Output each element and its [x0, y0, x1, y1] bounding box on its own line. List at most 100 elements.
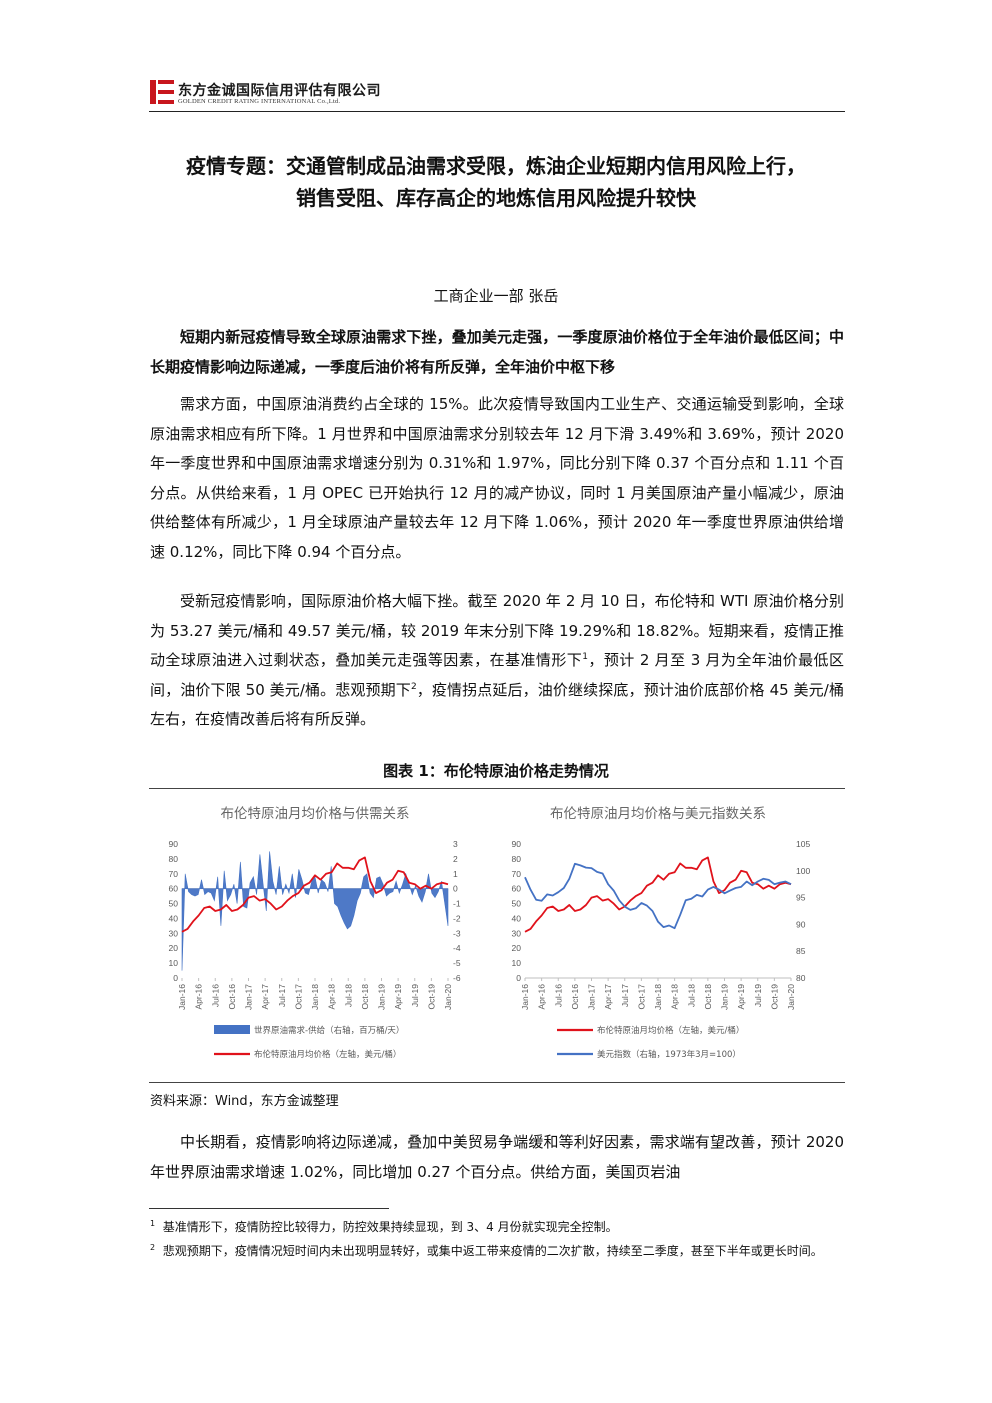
- y-left-tick: 60: [512, 884, 522, 894]
- y-right-tick: -4: [453, 943, 461, 953]
- legend-swatch-area: [214, 1025, 250, 1034]
- title-line-2: 销售受阻、库存高企的地炼信用风险提升较快: [296, 186, 696, 210]
- footnote-2-text: 悲观预期下，疫情情况短时间内未出现明显转好，或集中返工带来疫情的二次扩散，持续至…: [162, 1244, 823, 1258]
- y-right-tick: 95: [796, 893, 806, 903]
- y-right-tick: -3: [453, 928, 461, 938]
- y-right-tick: 85: [796, 946, 806, 956]
- y-left-tick: 70: [169, 869, 179, 879]
- legend-label: 美元指数（右轴，1973年3月=100）: [597, 1049, 741, 1060]
- footnote-rule: [149, 1208, 389, 1209]
- x-tick-label: Jan-18: [310, 984, 320, 1010]
- x-tick-label: Jul-19: [753, 984, 763, 1007]
- x-tick-label: Apr-19: [736, 984, 746, 1010]
- y-right-tick: 80: [796, 973, 806, 983]
- chart-dollar-index-svg: 布伦特原油月均价格与美元指数关系 0 10 20 30 40 50 60 70 80 90 80 85 9…: [512, 806, 811, 1060]
- y-right-tick: 90: [796, 919, 806, 929]
- x-tick-label: Oct-19: [426, 984, 436, 1010]
- y-right-tick: -2: [453, 913, 461, 923]
- legend-label: 布伦特原油月均价格（左轴，美元/桶）: [597, 1025, 744, 1036]
- y-left-tick: 30: [169, 928, 179, 938]
- y-left-tick: 80: [169, 854, 179, 864]
- body-paragraph-outlook: 中长期看，疫情影响将边际递减，叠加中美贸易争端缓和等利好因素，需求端有望改善，预…: [150, 1133, 844, 1181]
- y-left-tick: 0: [516, 973, 521, 983]
- y-left-tick: 30: [512, 928, 522, 938]
- y-right-tick: -1: [453, 899, 461, 909]
- price-text-c: ，疫情拐点延后，油价继续探底，预计油价底部价格 45 美元/桶左右，在疫情改善后…: [150, 680, 844, 729]
- x-tick-label: Oct-16: [227, 984, 237, 1010]
- y-left-tick: 0: [173, 973, 178, 983]
- y-right-tick: 2: [453, 854, 458, 864]
- y-left-tick: 70: [512, 869, 522, 879]
- figure-bottom-rule: [149, 1082, 845, 1083]
- y-left-tick: 90: [512, 839, 522, 849]
- y-left-tick: 60: [169, 884, 179, 894]
- x-tick-label: Jan-17: [587, 984, 597, 1010]
- figure-source: 资料来源：Wind，东方金诚整理: [150, 1094, 339, 1109]
- y-right-tick: 105: [796, 839, 810, 849]
- body-paragraph-price: 受新冠疫情影响，国际原油价格大幅下挫。截至 2020 年 2 月 10 日，布伦…: [150, 587, 844, 735]
- y-left-tick: 50: [169, 899, 179, 909]
- x-tick-label: Apr-17: [260, 984, 270, 1010]
- series-area-supply-demand: [181, 851, 449, 971]
- chart-dollar-index: 布伦特原油月均价格与美元指数关系 0 10 20 30 40 50 60 70 80 90 80 85 9…: [495, 792, 835, 1078]
- y-left-tick: 10: [169, 958, 179, 968]
- x-tick-label: Jan-20: [443, 984, 453, 1010]
- x-tick-label: Jul-17: [277, 984, 287, 1007]
- x-tick-label: Apr-16: [537, 984, 547, 1010]
- author-line: 工商企业一部 张岳: [433, 287, 559, 305]
- footnote-2: 2 悲观预期下，疫情情况短时间内未出现明显转好，或集中返工带来疫情的二次扩散，持…: [150, 1240, 840, 1262]
- x-tick-label: Oct-19: [769, 984, 779, 1010]
- series-line-dollar-index: [524, 862, 792, 930]
- document-title: 疫情专题：交通管制成品油需求受限，炼油企业短期内信用风险上行， 销售受阻、库存高…: [120, 150, 872, 214]
- y-left-tick: 40: [512, 913, 522, 923]
- x-tick-label: Jan-17: [244, 984, 254, 1010]
- x-tick-label: Jan-19: [720, 984, 730, 1010]
- x-tick-label: Apr-18: [327, 984, 337, 1010]
- x-tick-label: Jan-19: [377, 984, 387, 1010]
- x-tick-label: Jul-19: [410, 984, 420, 1007]
- x-tick-label: Jul-18: [686, 984, 696, 1007]
- y-left-tick: 10: [512, 958, 522, 968]
- legend-label: 世界原油需求-供给（右轴，百万桶/天）: [254, 1025, 404, 1036]
- footnote-1-mark: 1: [150, 1219, 156, 1228]
- x-tick-label: Jan-16: [520, 984, 530, 1010]
- chart-supply-demand-svg: 布伦特原油月均价格与供需关系0102030405060708090-6-5-4-…: [169, 806, 461, 1060]
- chart-title: 布伦特原油月均价格与美元指数关系: [550, 806, 766, 821]
- header-rule: [149, 111, 845, 112]
- y-left-tick: 80: [512, 854, 522, 864]
- y-right-tick: 1: [453, 869, 458, 879]
- y-left-tick: 20: [512, 943, 522, 953]
- x-tick-label: Oct-18: [703, 984, 713, 1010]
- footnote-ref-2[interactable]: 2: [410, 681, 417, 692]
- x-tick-label: Apr-17: [603, 984, 613, 1010]
- x-tick-label: Jan-20: [786, 984, 796, 1010]
- x-tick-label: Oct-17: [636, 984, 646, 1010]
- x-tick-label: Jan-16: [177, 984, 187, 1010]
- x-tick-label: Oct-16: [570, 984, 580, 1010]
- y-right-tick: 100: [796, 866, 810, 876]
- x-tick-label: Jan-18: [653, 984, 663, 1010]
- y-right-tick: -6: [453, 973, 461, 983]
- company-name-en: GOLDEN CREDIT RATING INTERNATIONAL Co.,L…: [178, 98, 341, 105]
- x-tick-label: Apr-19: [393, 984, 403, 1010]
- figure-top-rule: [149, 788, 845, 789]
- series-line-brent: [181, 856, 449, 933]
- x-tick-label: Apr-16: [194, 984, 204, 1010]
- x-tick-label: Jul-18: [343, 984, 353, 1007]
- x-tick-label: Jul-17: [620, 984, 630, 1007]
- figure-title: 图表 1：布伦特原油价格走势情况: [383, 762, 609, 780]
- lead-paragraph: 短期内新冠疫情导致全球原油需求下挫，叠加美元走强，一季度原油价格位于全年油价最低…: [150, 328, 844, 376]
- y-left-tick: 20: [169, 943, 179, 953]
- chart-supply-demand: 布伦特原油月均价格与供需关系 0 10 20 30 40 50 60 70 80 90 -6 -5 -4-…: [152, 792, 492, 1078]
- x-tick-label: Jul-16: [210, 984, 220, 1007]
- footnote-ref-1[interactable]: 1: [582, 652, 588, 662]
- legend-label: 布伦特原油月均价格（左轴，美元/桶）: [254, 1049, 401, 1060]
- series-line-brent: [524, 856, 792, 933]
- company-name-cn: 东方金诚国际信用评估有限公司: [178, 83, 381, 99]
- y-left-tick: 40: [169, 913, 179, 923]
- price-text-b: ，预计 2 月至 3 月为全年油价最低区间，油价下限 50 美元/桶。悲观预期下: [150, 651, 844, 699]
- footnote-1: 1 基准情形下，疫情防控比较得力，防控效果持续显现，到 3、4 月份就实现完全控…: [150, 1216, 840, 1238]
- x-tick-label: Oct-18: [360, 984, 370, 1010]
- y-right-tick: 3: [453, 839, 458, 849]
- y-left-tick: 50: [512, 899, 522, 909]
